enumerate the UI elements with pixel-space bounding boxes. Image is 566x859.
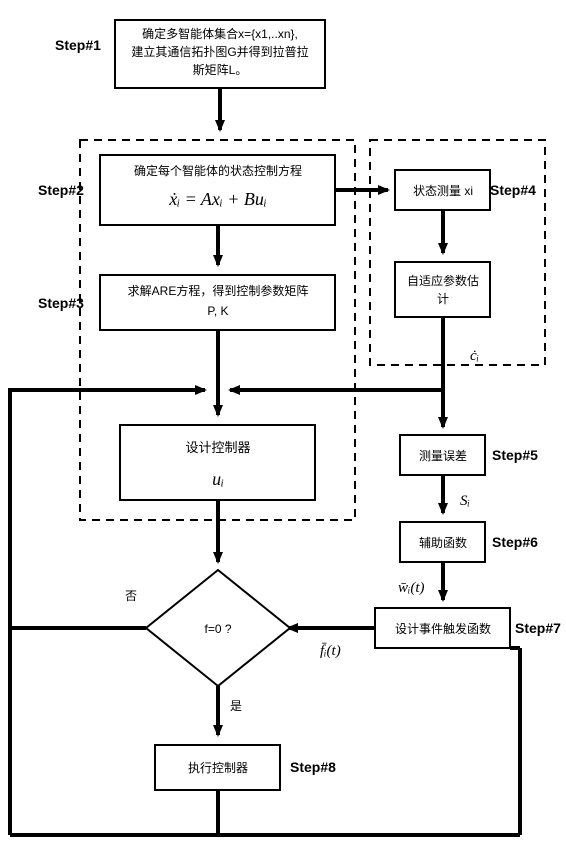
step4-label: Step#4 — [490, 182, 536, 198]
controller-eq: uᵢ — [212, 469, 224, 489]
step3-label: Step#3 — [38, 295, 84, 311]
step8-label: Step#8 — [290, 759, 336, 775]
step2-eq: ẋᵢ = Axᵢ + Buᵢ — [168, 189, 267, 209]
step3-t2: P, K — [207, 304, 228, 318]
step2-label: Step#2 — [38, 182, 84, 198]
dec-no: 否 — [125, 589, 137, 603]
step4-a: 状态测量 xi — [413, 184, 473, 198]
step4-boxB — [395, 262, 490, 317]
step2-t1: 确定每个智能体的状态控制方程 — [134, 163, 302, 178]
step7-t: 设计事件触发函数 — [395, 621, 491, 636]
step8-t: 执行控制器 — [188, 761, 248, 775]
step6-label: Step#6 — [492, 534, 538, 550]
step3-t1: 求解ARE方程，得到控制参数矩阵 — [128, 283, 309, 298]
s6-out: w̄ᵢ(t) — [398, 580, 425, 596]
step1-label: Step#1 — [55, 37, 101, 53]
step1-t3: 斯矩阵L。 — [193, 63, 248, 77]
step5-t: 测量误差 — [419, 449, 467, 463]
step4-b1: 自适应参数估 — [407, 273, 479, 288]
controller-t1: 设计控制器 — [185, 440, 250, 455]
s7-out: f̄ᵢ(t) — [320, 643, 341, 659]
dec-yes: 是 — [230, 699, 242, 713]
s4-out: ċᵢ — [470, 348, 479, 364]
step6-t: 辅助函数 — [419, 535, 467, 550]
step1-t2: 建立其通信拓扑图G并得到拉普拉 — [131, 44, 308, 59]
step5-label: Step#5 — [492, 447, 538, 463]
step7-label: Step#7 — [515, 620, 561, 636]
decision-text: f=0 ? — [204, 622, 231, 636]
s5-out: Sᵢ — [460, 493, 470, 509]
step4-b2: 计 — [437, 292, 449, 306]
step1-t1: 确定多智能体集合x={x1,..xn}, — [142, 26, 298, 41]
